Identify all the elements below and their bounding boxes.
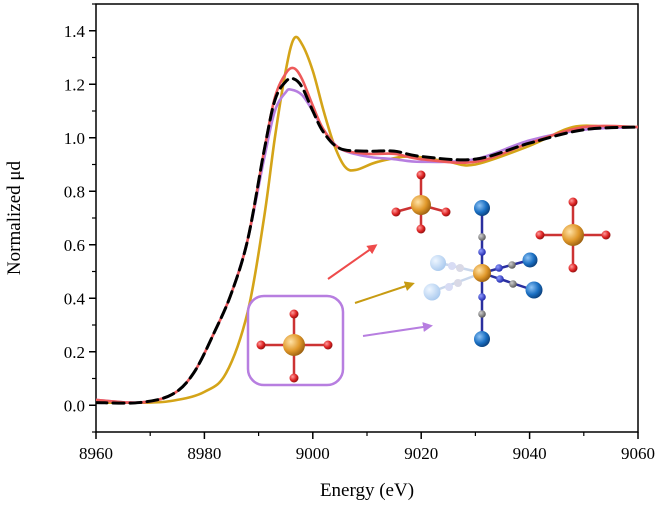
series-line-black-dashed-spectrum <box>96 76 638 405</box>
plot-frame <box>95 3 639 433</box>
tetrahedral-molecule-inset <box>256 309 333 383</box>
y-tick-label: 1.0 <box>64 129 85 148</box>
y-tick-label: 0.8 <box>64 182 85 201</box>
y-tick-label: 1.2 <box>64 75 85 94</box>
x-tick-label: 9000 <box>296 444 330 463</box>
x-tick-label: 9040 <box>513 444 547 463</box>
y-tick-label: 0.2 <box>64 343 85 362</box>
y-tick-label: 0.6 <box>64 236 85 255</box>
series-line-red-spectrum <box>96 66 638 405</box>
x-tick-label: 8980 <box>187 444 221 463</box>
tetrahedral-molecule-right <box>535 197 611 273</box>
gold-arrow <box>354 281 415 304</box>
x-tick-label: 9020 <box>404 444 438 463</box>
octahedral-cyano-molecule <box>423 200 543 347</box>
y-tick-label: 0.4 <box>64 289 86 308</box>
series-line-gold-spectrum <box>96 35 638 405</box>
y-tick-label: 0.0 <box>64 396 85 415</box>
y-axis-title: Normalized μd <box>4 160 25 275</box>
x-tick-label: 9060 <box>621 444 655 463</box>
purple-arrow <box>362 322 433 337</box>
y-tick-label: 1.4 <box>64 22 86 41</box>
x-tick-label: 8960 <box>79 444 113 463</box>
x-axis-title: Energy (eV) <box>320 480 414 501</box>
tetrahedral-molecule-top <box>391 170 451 234</box>
red-arrow <box>327 244 378 280</box>
